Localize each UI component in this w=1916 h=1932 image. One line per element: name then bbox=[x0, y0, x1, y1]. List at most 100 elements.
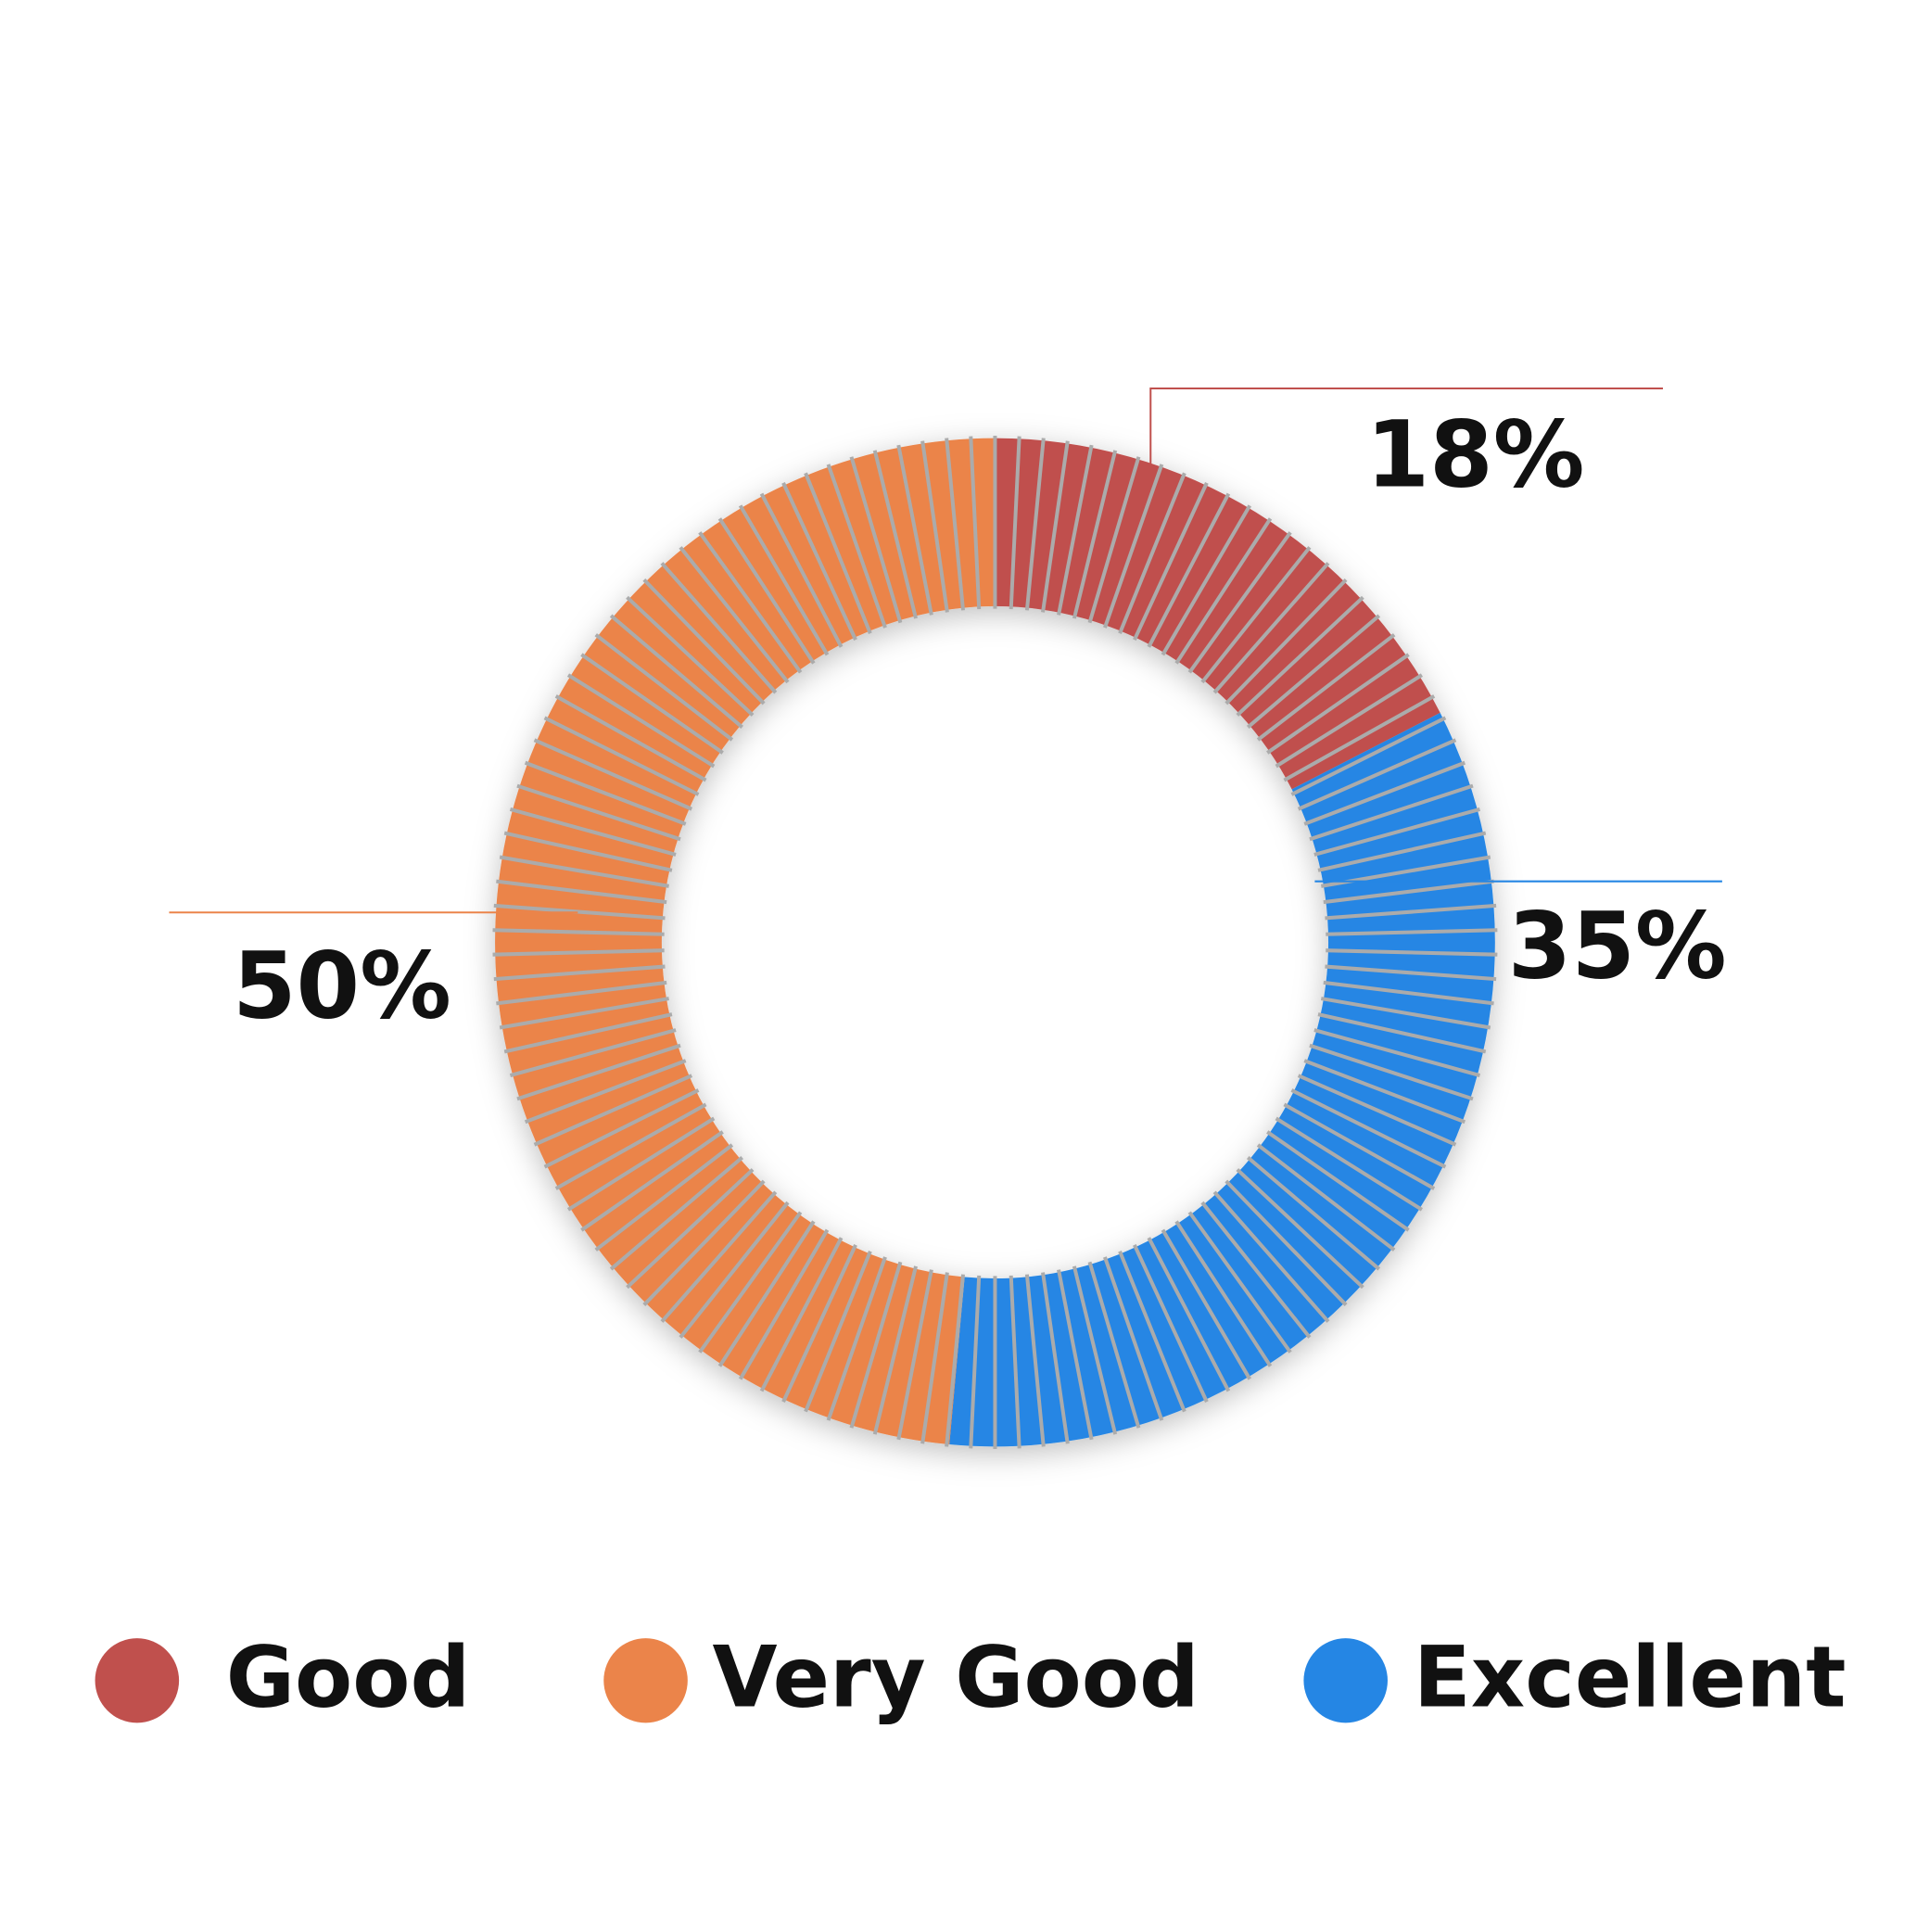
segment-gap bbox=[1256, 633, 1396, 742]
segment-gap bbox=[1326, 928, 1498, 936]
segment-gap bbox=[717, 517, 816, 665]
slice bbox=[995, 438, 1440, 790]
segment-gap bbox=[509, 1028, 677, 1078]
segment-gap bbox=[1236, 595, 1364, 717]
segment-gap bbox=[1224, 1179, 1348, 1306]
segment-gap bbox=[826, 1256, 887, 1421]
segment-gap bbox=[1087, 456, 1141, 624]
segment-gap bbox=[896, 444, 933, 616]
segment-gap bbox=[492, 948, 665, 957]
segment-gap bbox=[1187, 1211, 1292, 1354]
segment-gap bbox=[1303, 760, 1466, 826]
segment-gap bbox=[1212, 562, 1330, 694]
segment-gap bbox=[969, 436, 982, 610]
segment-gap bbox=[1200, 546, 1312, 684]
segment-gap bbox=[516, 783, 681, 842]
segment-gap bbox=[1297, 738, 1457, 811]
segment-gaps bbox=[492, 435, 1498, 1449]
segment-gap bbox=[1236, 1168, 1364, 1290]
leader-line bbox=[1149, 387, 1663, 467]
segment-gap bbox=[543, 716, 700, 796]
segment-gap bbox=[594, 1143, 734, 1252]
segment-gap bbox=[1212, 1190, 1330, 1323]
segment-gap bbox=[969, 1275, 982, 1449]
segment-gap bbox=[679, 1201, 790, 1339]
segment-gap bbox=[1147, 492, 1231, 648]
segment-gap bbox=[493, 964, 666, 982]
segment-gap bbox=[1323, 980, 1494, 1006]
segment-gap bbox=[1024, 1274, 1046, 1447]
segment-gap bbox=[1246, 1156, 1381, 1271]
segment-gap bbox=[1313, 807, 1480, 857]
segment-gap bbox=[524, 1059, 687, 1125]
segment-gap bbox=[1309, 783, 1474, 842]
segment-gap bbox=[759, 492, 844, 648]
segment-gap bbox=[1200, 1201, 1312, 1339]
segment-gap bbox=[1174, 1220, 1273, 1367]
segment-gap bbox=[1072, 450, 1118, 619]
value-label: 18% bbox=[1366, 401, 1585, 508]
segment-gap bbox=[1317, 1012, 1487, 1054]
segment-gap bbox=[698, 531, 803, 674]
segment-gap bbox=[1041, 440, 1070, 613]
legend-swatch bbox=[1303, 1638, 1388, 1723]
segment-gap bbox=[1118, 1251, 1186, 1413]
segment-gap bbox=[492, 928, 665, 936]
slice bbox=[495, 438, 996, 1445]
segment-gap bbox=[945, 438, 965, 611]
segment-gap bbox=[566, 673, 716, 769]
segment-gap bbox=[533, 738, 693, 811]
segment-gap bbox=[1309, 1043, 1474, 1101]
segment-gap bbox=[1057, 444, 1094, 616]
segment-gap bbox=[872, 1265, 918, 1435]
segment-gap bbox=[759, 1237, 844, 1392]
segment-gap bbox=[660, 1190, 778, 1323]
segment-gap bbox=[896, 1269, 933, 1441]
segment-gap bbox=[1266, 1130, 1410, 1232]
segment-gap bbox=[1297, 1074, 1457, 1147]
segment-gap bbox=[1325, 903, 1497, 921]
segment-gap bbox=[554, 1102, 707, 1190]
segment-gap bbox=[1057, 1269, 1094, 1441]
segment-gap bbox=[660, 562, 778, 694]
segment-gap bbox=[1187, 531, 1292, 674]
segment-gap bbox=[543, 1088, 700, 1169]
segment-gap bbox=[509, 807, 677, 857]
segment-gap bbox=[1323, 879, 1494, 905]
segment-gap bbox=[499, 855, 669, 888]
legend-label: Very Good bbox=[712, 1629, 1199, 1726]
segment-gap bbox=[698, 1211, 803, 1354]
segment-gap bbox=[804, 1251, 872, 1413]
segment-gap bbox=[781, 1243, 857, 1403]
legend-swatch bbox=[603, 1638, 688, 1723]
segment-gap bbox=[804, 472, 872, 634]
segment-gap bbox=[1275, 1116, 1423, 1212]
segment-gap bbox=[1087, 1261, 1141, 1429]
segment-gap bbox=[533, 1074, 693, 1147]
segment-gap bbox=[642, 578, 766, 705]
segment-gap bbox=[1009, 436, 1021, 610]
segment-gap bbox=[1290, 1088, 1447, 1169]
segment-gap bbox=[920, 1272, 949, 1444]
segment-gap bbox=[1118, 472, 1186, 634]
segment-gap bbox=[566, 1116, 716, 1212]
segment-gap bbox=[1266, 653, 1410, 755]
segment-gap bbox=[496, 980, 667, 1006]
segment-gap bbox=[1147, 1237, 1231, 1392]
segment-gap bbox=[738, 1228, 830, 1380]
segment-gap bbox=[1133, 482, 1209, 641]
segment-gap bbox=[524, 760, 687, 826]
segment-gap bbox=[594, 633, 734, 742]
segment-gap bbox=[1133, 1243, 1209, 1403]
segment-gap bbox=[1317, 831, 1487, 872]
segment-gap bbox=[872, 450, 918, 619]
value-label: 35% bbox=[1508, 893, 1727, 999]
segment-gap bbox=[609, 614, 743, 729]
segment-gap bbox=[503, 1012, 673, 1054]
segment-gap bbox=[503, 831, 673, 872]
segment-gap bbox=[1024, 438, 1046, 611]
segment-gap bbox=[849, 1261, 903, 1429]
value-label: 50% bbox=[233, 933, 451, 1039]
segment-gap bbox=[1103, 1256, 1164, 1421]
